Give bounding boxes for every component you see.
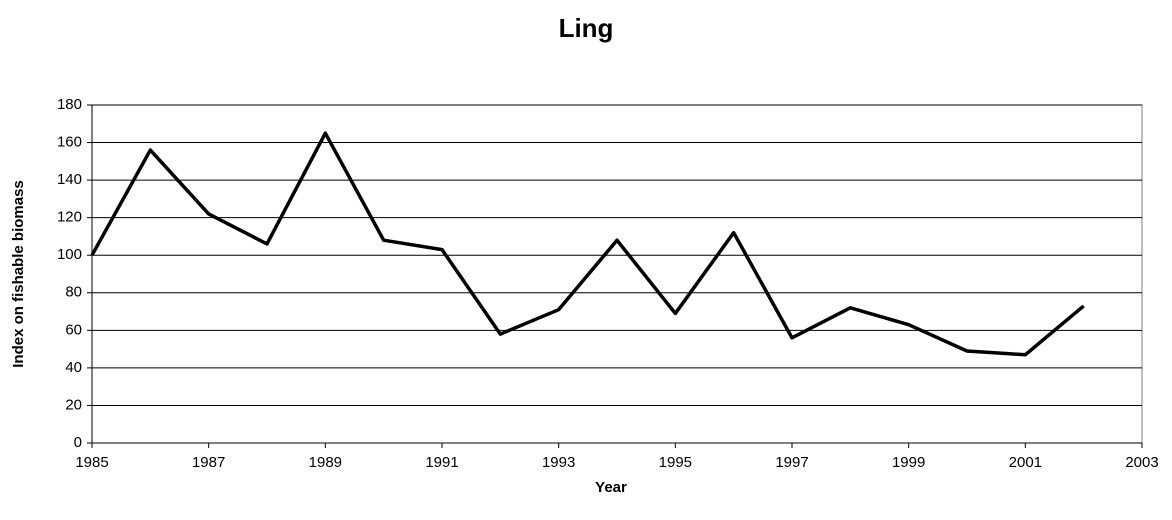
x-tick-label: 1985 <box>75 454 108 471</box>
x-tick-label: 2003 <box>1125 454 1158 471</box>
x-tick-label: 1991 <box>425 454 458 471</box>
x-axis-label: Year <box>595 479 627 496</box>
plot-area <box>91 104 1143 444</box>
y-axis-label: Index on fishable biomass <box>10 180 27 368</box>
chart-title: Ling <box>559 13 614 43</box>
data-line <box>90 131 1085 357</box>
x-tick-label: 2001 <box>1009 454 1042 471</box>
y-tick-label: 0 <box>74 434 82 451</box>
y-tick-label: 120 <box>57 209 82 226</box>
y-tick-label: 100 <box>57 246 82 263</box>
x-tick-label: 1989 <box>309 454 342 471</box>
x-tick-label: 1987 <box>192 454 225 471</box>
y-tick-label: 80 <box>65 284 82 301</box>
x-tick-label: 1999 <box>892 454 925 471</box>
y-tick-label: 160 <box>57 134 82 151</box>
y-tick-label: 180 <box>57 96 82 113</box>
x-tick-label: 1993 <box>542 454 575 471</box>
y-tick-label: 40 <box>65 359 82 376</box>
y-tick-label: 140 <box>57 171 82 188</box>
y-tick-label: 20 <box>65 396 82 413</box>
x-tick-label: 1997 <box>775 454 808 471</box>
x-tick-label: 1995 <box>659 454 692 471</box>
y-tick-label: 60 <box>65 321 82 338</box>
